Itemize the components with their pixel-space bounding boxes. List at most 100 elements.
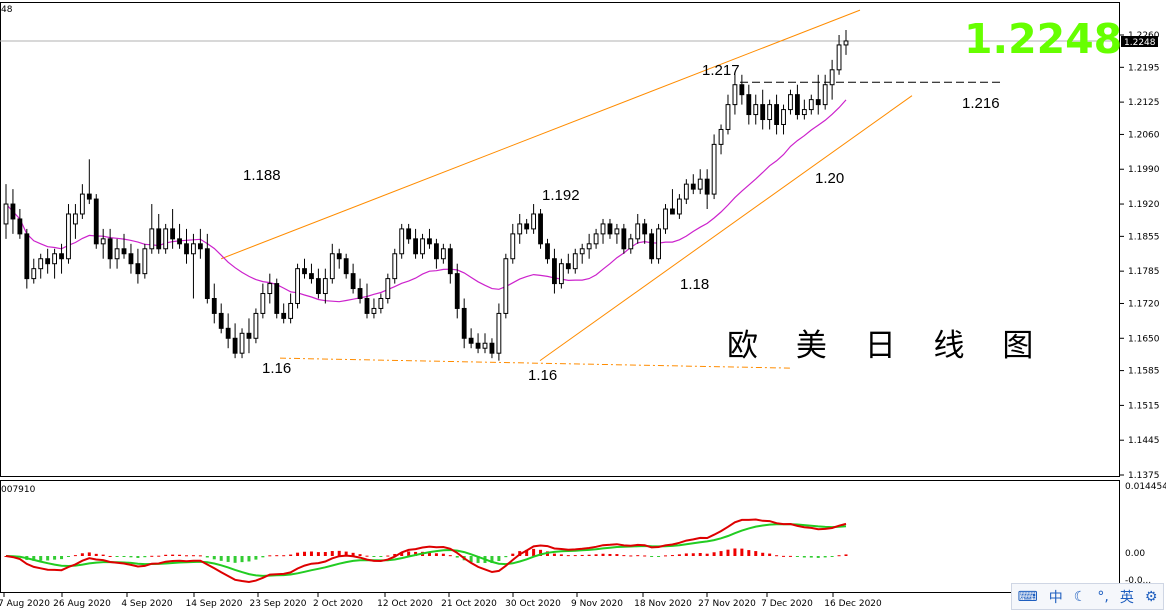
macd-histogram-bar: [608, 553, 612, 556]
gear-icon[interactable]: ⚙: [1144, 588, 1158, 605]
candle: [482, 333, 488, 354]
candle: [593, 228, 599, 249]
candle: [17, 209, 23, 239]
macd-histogram-bar: [330, 551, 334, 556]
main-pane[interactable]: [0, 2, 1120, 477]
candle: [649, 228, 655, 264]
candle: [489, 338, 495, 359]
candle: [565, 253, 571, 274]
macd-histogram-bar: [289, 554, 293, 556]
price-tick-label: 1.2195: [1128, 63, 1160, 73]
candle: [836, 35, 842, 75]
annotation-1217: 1.217: [702, 62, 740, 79]
macd-histogram-bar: [802, 556, 806, 558]
annotation-120: 1.20: [815, 170, 844, 187]
macd-histogram-bar: [414, 551, 418, 556]
candle: [447, 243, 453, 284]
macd-histogram-bar: [809, 556, 813, 558]
macd-histogram-bar: [497, 556, 501, 561]
macd-histogram-bar: [594, 554, 598, 556]
macd-histogram-bar: [108, 555, 112, 557]
ime-toolbar[interactable]: ⌨ 中 ☾ °, 英 ⚙: [1011, 583, 1164, 610]
candle: [295, 263, 300, 309]
candle: [607, 218, 613, 239]
macd-histogram-bar: [448, 555, 452, 557]
candle: [670, 189, 675, 215]
candle: [260, 283, 266, 319]
moving-average-line: [5, 99, 847, 303]
punctuation-icon[interactable]: °,: [1097, 588, 1109, 605]
date-label: 4 Sep 2020: [121, 599, 173, 609]
macd-histogram-bar: [323, 552, 327, 556]
candle: [135, 248, 141, 284]
macd-histogram-bar: [379, 556, 383, 557]
macd-histogram-bar: [191, 555, 195, 557]
candle: [177, 223, 182, 249]
candle: [697, 169, 703, 195]
macd-histogram-bar: [94, 553, 98, 556]
macd-histogram-bar: [691, 553, 695, 556]
indicator-label: 007910: [1, 485, 36, 495]
macd-histogram-bar: [80, 553, 84, 556]
candle: [156, 213, 162, 254]
keyboard-icon[interactable]: ⌨: [1017, 588, 1038, 605]
candle: [718, 124, 724, 155]
date-label: 26 Aug 2020: [53, 599, 111, 609]
macd-histogram-bar: [511, 553, 515, 556]
price-tag: [1121, 36, 1158, 47]
candle: [329, 243, 335, 284]
candle: [753, 94, 759, 125]
annotation-1192: 1.192: [542, 187, 580, 204]
macd-histogram-bar: [427, 552, 431, 556]
top-left-label: 48: [1, 5, 13, 15]
macd-histogram-bar: [782, 555, 786, 557]
candle: [79, 184, 85, 219]
date-label: 27 Nov 2020: [698, 599, 756, 609]
ime-mode-en[interactable]: 英: [1119, 589, 1134, 606]
date-label: 2 Oct 2020: [313, 599, 363, 609]
candle: [232, 323, 238, 359]
candle: [315, 268, 321, 299]
macd-histogram-bar: [719, 551, 723, 556]
candle: [378, 293, 384, 314]
candle: [197, 228, 203, 259]
candle: [10, 189, 16, 234]
moon-icon[interactable]: ☾: [1073, 588, 1087, 605]
candle: [822, 74, 828, 110]
macd-histogram-bar: [372, 556, 376, 557]
price-tick-label: 1.1785: [1128, 267, 1160, 277]
candle: [614, 223, 620, 244]
candle: [732, 74, 738, 115]
date-axis: 7 Aug 2020 26 Aug 2020 4 Sep 2020 14 Sep 20…: [0, 592, 882, 609]
macd-histogram-bar: [587, 554, 591, 556]
candle: [281, 303, 287, 324]
macd-histogram-bar: [698, 552, 702, 556]
price-tick-label: 1.1990: [1128, 165, 1160, 175]
macd-histogram-bar: [844, 554, 848, 556]
candle: [531, 204, 537, 234]
indicator-pane[interactable]: [0, 480, 1120, 593]
candle: [399, 223, 405, 259]
candle: [107, 228, 113, 269]
candle: [170, 209, 176, 249]
candle: [586, 233, 592, 259]
candle: [253, 308, 259, 344]
candle: [73, 204, 78, 239]
macd-histogram-bar: [178, 554, 182, 556]
macd-histogram-bar: [476, 556, 480, 563]
price-tick-label: 1.1650: [1128, 334, 1160, 344]
macd-histogram-bar: [60, 556, 64, 560]
candle: [711, 134, 717, 200]
chart-title-cn: 欧 美 日 线 图: [727, 328, 1047, 364]
macd-histogram-bar: [622, 555, 626, 557]
candle: [440, 243, 446, 264]
macd-histogram-bar: [657, 556, 661, 557]
date-label: 21 Oct 2020: [441, 599, 497, 609]
candle: [829, 59, 835, 100]
candle: [461, 298, 467, 349]
ime-mode-cn[interactable]: 中: [1048, 589, 1063, 606]
macd-histogram-bar: [39, 556, 43, 561]
candle: [45, 248, 51, 274]
price-tick-label: 1.1375: [1128, 471, 1160, 481]
price-tick-label: 1.1585: [1128, 367, 1160, 377]
